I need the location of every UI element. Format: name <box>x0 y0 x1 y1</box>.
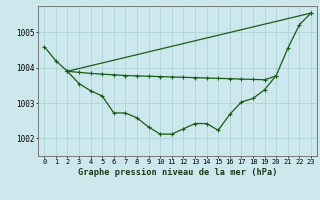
X-axis label: Graphe pression niveau de la mer (hPa): Graphe pression niveau de la mer (hPa) <box>78 168 277 177</box>
